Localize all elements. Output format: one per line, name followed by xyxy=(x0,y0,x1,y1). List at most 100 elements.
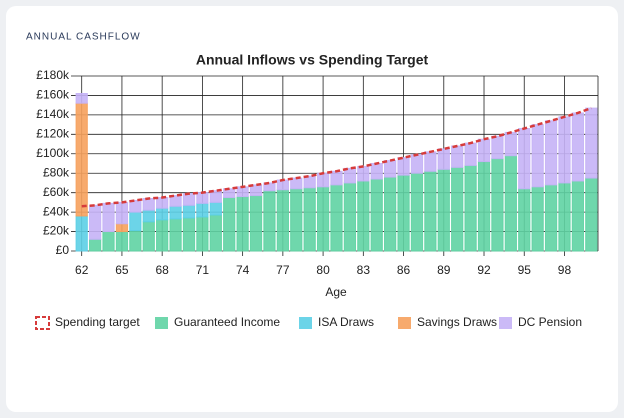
bar-segment xyxy=(451,166,464,252)
bar-segment xyxy=(544,120,558,186)
bar-segment xyxy=(504,131,517,157)
x-tick-label: 80 xyxy=(316,263,330,277)
bar-segment xyxy=(182,217,196,252)
bar-segment xyxy=(558,182,571,252)
bar-segment xyxy=(357,165,370,182)
bar-segment xyxy=(343,167,357,184)
legend-swatch xyxy=(398,317,411,329)
bar-segment xyxy=(464,142,477,166)
y-tick-label: £100k xyxy=(36,146,70,160)
bar-segment xyxy=(303,175,316,189)
bar-segment xyxy=(129,211,142,232)
bar-segment xyxy=(424,170,437,252)
legend-label: DC Pension xyxy=(518,315,582,329)
bar-segment xyxy=(585,177,598,252)
bar-segment xyxy=(249,184,263,197)
bar-segment xyxy=(397,157,410,176)
bar-segment xyxy=(169,218,182,252)
bar-segment xyxy=(142,209,155,223)
bar-segment xyxy=(451,145,464,168)
y-tick-label: £80k xyxy=(43,165,70,179)
target-line xyxy=(81,106,592,208)
bar-segment xyxy=(316,172,330,188)
bar-segment xyxy=(209,190,222,203)
bar-segment xyxy=(491,158,504,252)
bar-segment xyxy=(169,205,182,220)
x-tick-label: 86 xyxy=(397,263,411,277)
x-tick-label: 62 xyxy=(75,263,89,277)
bar-segment xyxy=(491,135,504,160)
bar-segment xyxy=(169,195,182,207)
bar-segment xyxy=(156,219,169,252)
bar-segment xyxy=(129,199,142,213)
legend-label: Savings Draws xyxy=(417,315,497,329)
x-tick-label: 65 xyxy=(115,263,129,277)
bar-segment xyxy=(75,215,88,252)
bar-segment xyxy=(196,192,209,204)
bar-segment xyxy=(477,161,491,252)
legend-swatch xyxy=(299,317,312,329)
bar-segment xyxy=(357,180,370,252)
bar-segment xyxy=(303,187,316,252)
y-tick-label: £20k xyxy=(43,224,70,238)
legend-swatch xyxy=(499,317,512,329)
bar-segment xyxy=(424,151,437,172)
bar-segment xyxy=(182,193,196,206)
bar-segment xyxy=(477,138,491,163)
bar-segment xyxy=(263,190,276,252)
bar-segment xyxy=(571,112,585,182)
y-tick-label: £40k xyxy=(43,204,70,218)
bar-segment xyxy=(558,116,571,184)
bar-segment xyxy=(518,188,531,252)
bar-segment xyxy=(437,168,450,252)
bar-segment xyxy=(209,214,222,252)
bar-segment xyxy=(437,148,450,170)
legend-swatch xyxy=(35,316,50,330)
bar-segment xyxy=(410,172,424,252)
bar-segment xyxy=(142,198,155,211)
bar-segment xyxy=(115,201,129,225)
bar-segment xyxy=(544,184,558,252)
y-tick-label: £60k xyxy=(43,185,70,199)
bar-segment xyxy=(290,188,303,252)
y-tick-label: £0 xyxy=(56,243,70,257)
bar-segment xyxy=(370,163,383,180)
legend-label: ISA Draws xyxy=(318,315,374,329)
card-header: ANNUAL CASHFLOW xyxy=(26,32,141,43)
bar-segment xyxy=(263,182,276,192)
y-tick-label: £120k xyxy=(36,127,70,141)
x-tick-label: 68 xyxy=(155,263,169,277)
legend-label: Guaranteed Income xyxy=(174,315,280,329)
bar-segment xyxy=(156,197,169,209)
bar-segment xyxy=(102,231,115,252)
bar-segment xyxy=(316,186,330,252)
bar-segment xyxy=(531,124,544,188)
bar-segment xyxy=(102,202,115,233)
bar-segment xyxy=(531,186,544,252)
x-tick-label: 98 xyxy=(558,263,572,277)
bar-segment xyxy=(504,155,517,252)
bar-segment xyxy=(236,196,249,252)
bar-segment xyxy=(518,128,531,190)
bar-segment xyxy=(370,178,383,252)
x-tick-label: 77 xyxy=(276,263,290,277)
bar-segment xyxy=(571,180,585,252)
bar-segment xyxy=(196,202,209,218)
bar-segment xyxy=(249,195,263,252)
bar-segment xyxy=(88,238,102,252)
bar-segment xyxy=(115,231,129,252)
bar-segment xyxy=(276,179,289,191)
bar-segment xyxy=(330,170,343,186)
bar-segment xyxy=(115,223,129,233)
legend-swatch xyxy=(155,317,168,329)
chart-title: Annual Inflows vs Spending Target xyxy=(196,52,429,68)
bar-segment xyxy=(182,204,196,219)
bar-segment xyxy=(223,197,236,252)
y-tick-label: £180k xyxy=(36,68,70,82)
bar-segment xyxy=(384,160,397,178)
x-tick-label: 83 xyxy=(357,263,371,277)
bar-segment xyxy=(276,189,289,252)
bar-segment xyxy=(75,93,88,104)
bar-segment xyxy=(343,182,357,252)
